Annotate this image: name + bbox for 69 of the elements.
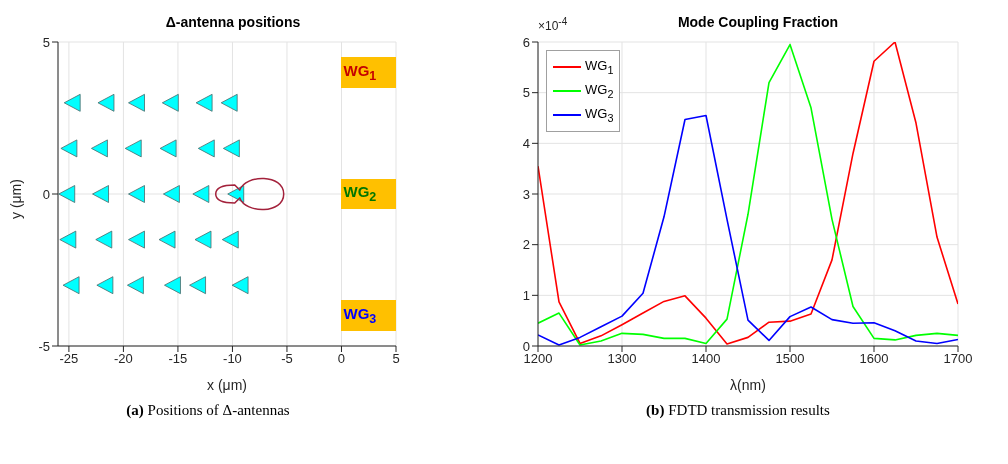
point [91,139,108,158]
x-tick-label: 1300 [607,351,637,367]
point [128,230,145,249]
waveguide-block: WG$_{2}$ [341,178,396,210]
y-tick-label: 5 [522,85,530,101]
text: ×10$^{-4}$ [538,16,568,33]
y-tick-label: 6 [522,34,530,50]
point [159,139,177,158]
point [128,185,145,203]
point [161,93,179,112]
point [221,230,239,249]
x-axis-title: x (μm) [207,377,247,393]
point [192,185,210,203]
y-tick-label: 2 [522,237,530,253]
x-tick-label: -20 [114,351,133,367]
point [63,93,81,112]
point [194,230,212,249]
x-tick-label: -15 [168,351,188,367]
text: (a) Positions of Δ-antennas [125,402,291,419]
x-tick-label: 0 [337,351,346,367]
y-tick-label: 0 [522,338,530,354]
waveguide-block: WG$_{3}$ [341,300,396,331]
point [162,185,180,203]
point [189,276,206,295]
x-tick-label: -5 [281,351,293,367]
y-tick-label: 3 [522,186,530,202]
legend-label: WG$_{3}$ [585,106,614,124]
chart-title: Mode Coupling Fraction [677,14,839,30]
point [95,230,113,249]
point [164,276,181,295]
point [96,276,114,295]
annotation: WG$_{2}$ [343,183,377,205]
point [92,185,109,203]
y-tick-label: 4 [522,135,530,151]
x-axis-title: λ(nm) [730,377,766,393]
point [197,139,215,158]
point [60,139,78,158]
point [222,139,240,158]
y-tick-label: -5 [38,338,50,354]
point [127,276,144,295]
annotation: WG$_{1}$ [343,61,377,83]
x-tick-label: 1700 [943,351,973,367]
y-tick-label: 5 [42,34,50,50]
legend-label: WG$_{2}$ [585,82,614,100]
text: (b) FDTD transmission results [645,402,831,419]
x-tick-label: 5 [392,351,400,367]
x-tick-label: -10 [223,351,242,367]
legend-label: WG$_{1}$ [585,58,614,76]
point [195,93,213,112]
point [158,230,176,249]
point [59,230,77,249]
y-tick-label: 0 [42,186,50,202]
point [62,276,80,295]
x-tick-label: 1500 [775,351,805,367]
point [128,93,145,112]
x-tick-label: 1400 [691,351,721,367]
point [220,93,238,112]
point [124,139,142,158]
waveguide-block: WG$_{1}$ [341,57,396,88]
x-tick-label: 1200 [523,351,553,367]
annotation: WG$_{3}$ [343,305,377,327]
point [58,185,76,203]
chart-title: Δ-antenna positions [164,14,302,32]
point [231,276,249,295]
y-axis-title: y (μm) [7,179,24,219]
y-tick-label: 1 [522,287,530,303]
point [97,93,115,112]
x-tick-label: -25 [59,351,79,367]
x-tick-label: 1600 [859,351,889,367]
